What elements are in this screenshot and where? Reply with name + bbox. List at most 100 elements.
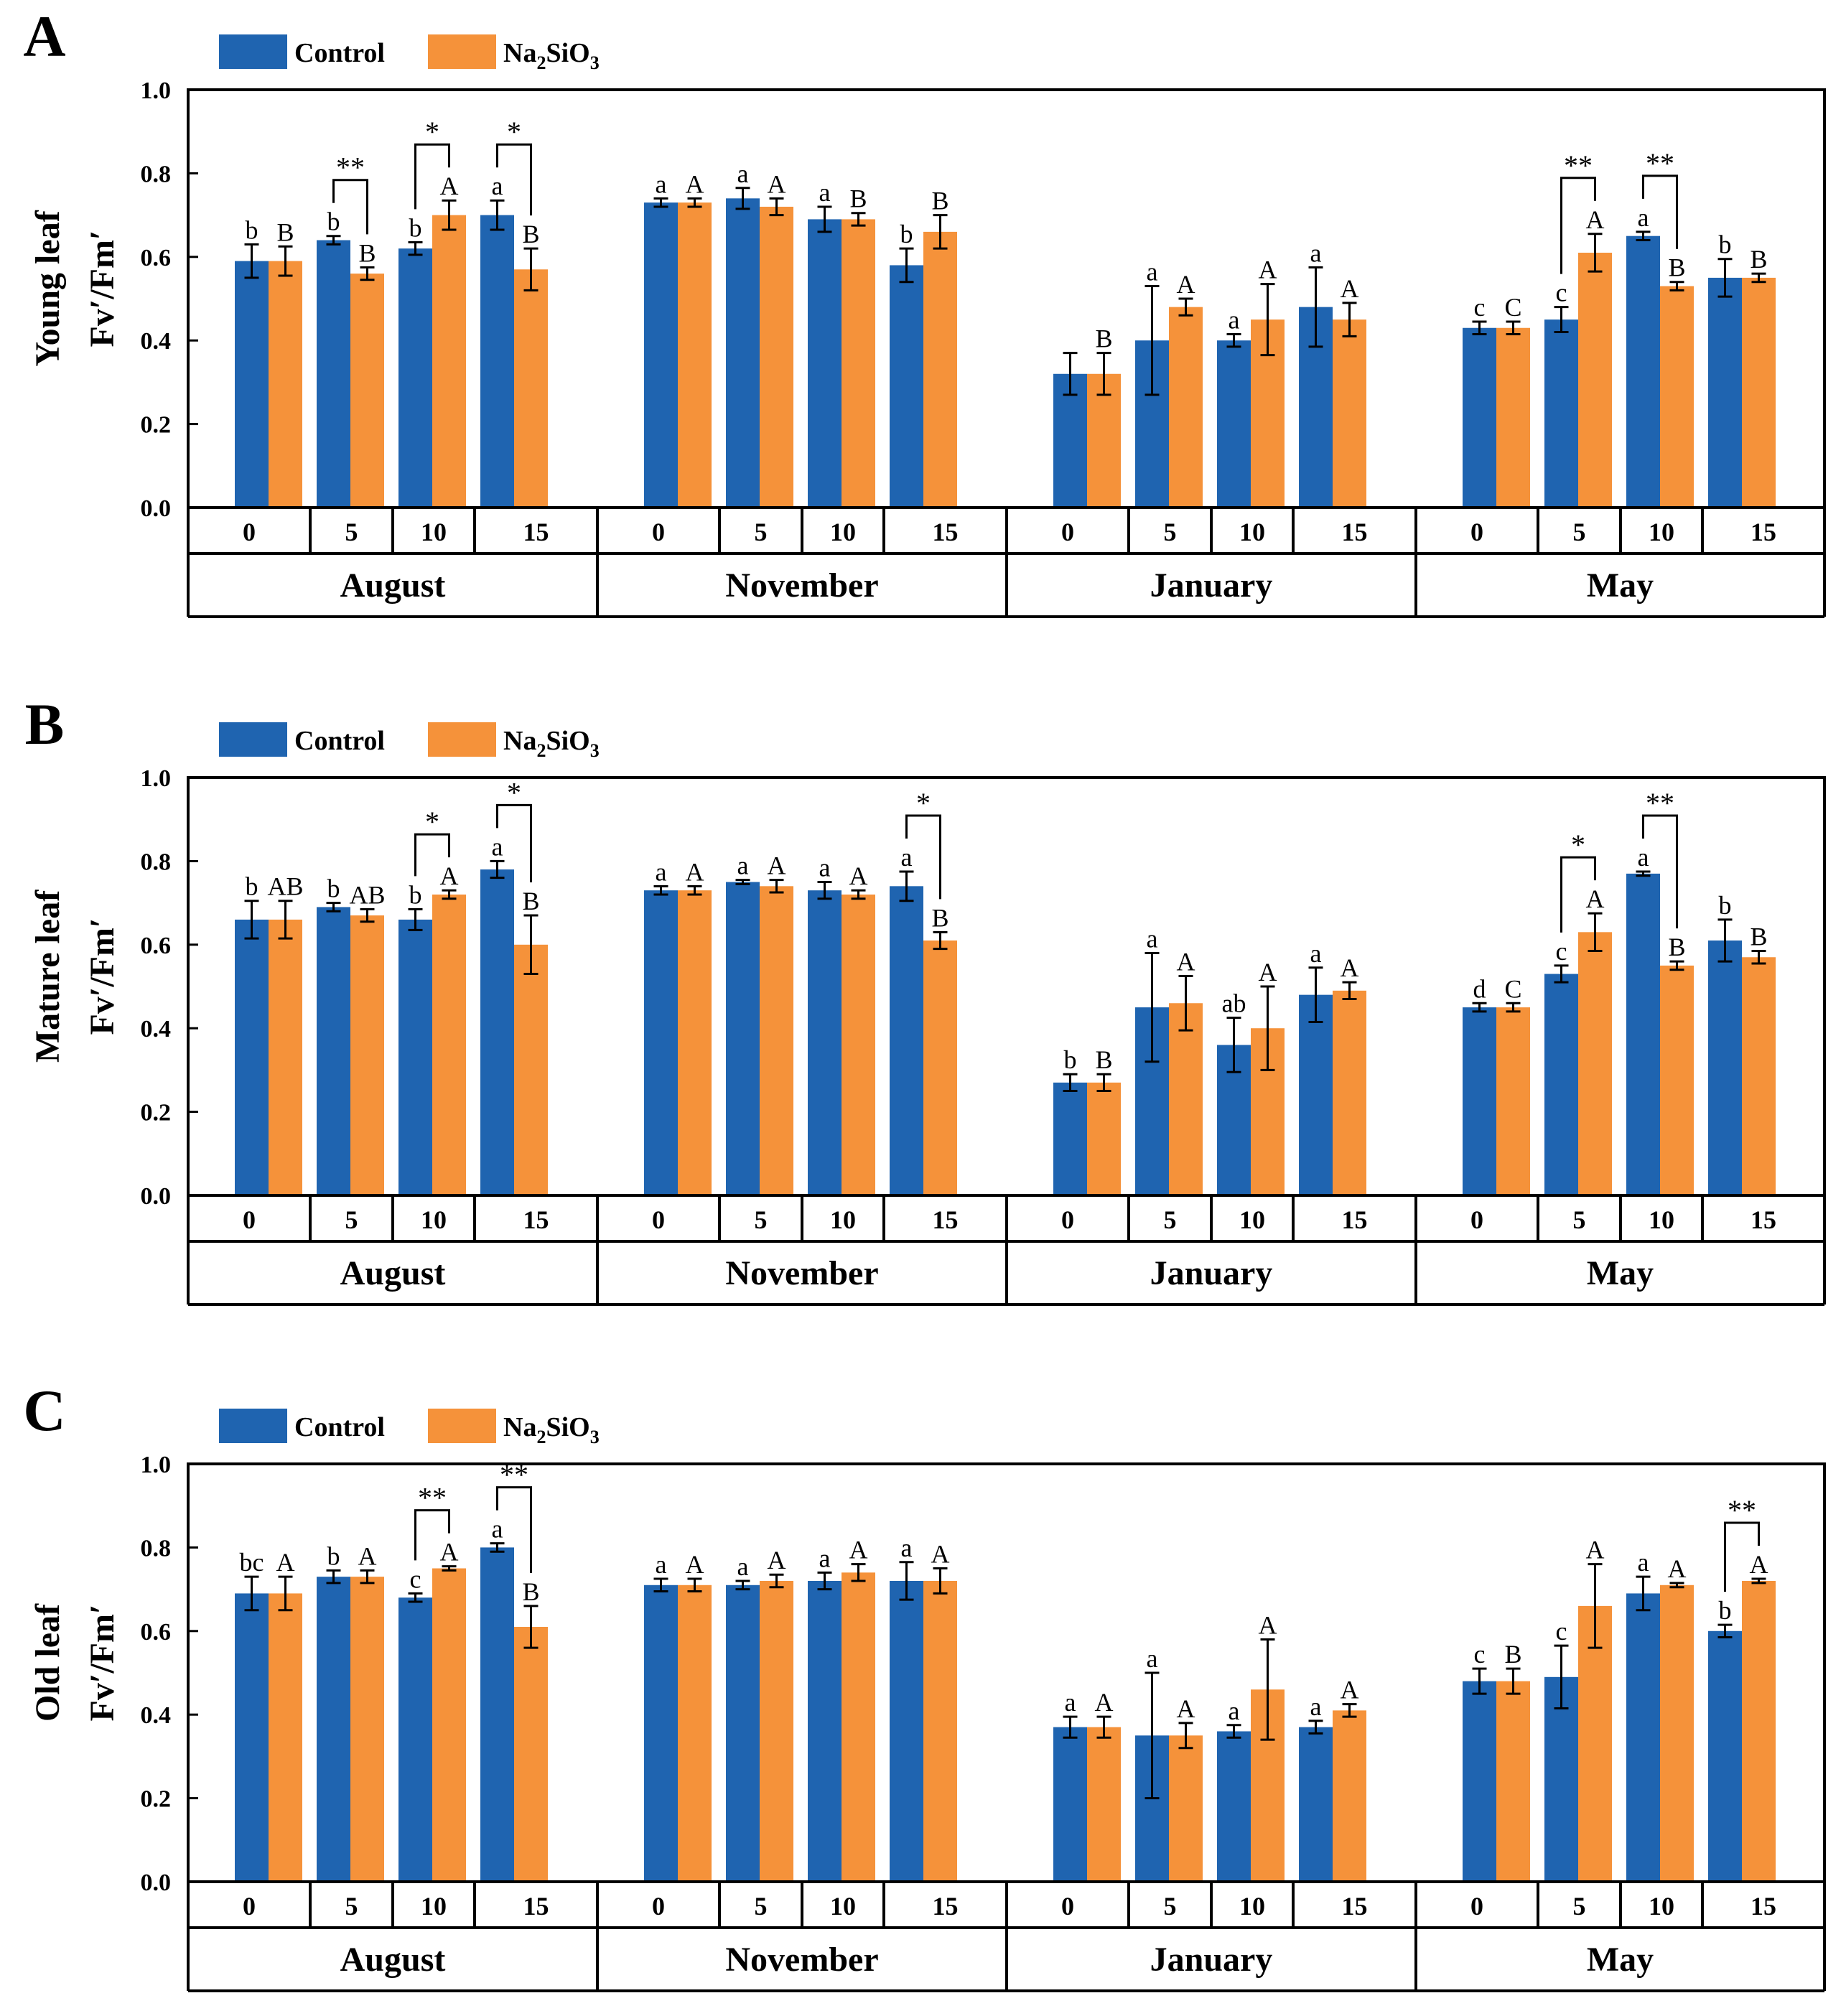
bar-treatment-may-5 bbox=[1578, 252, 1612, 508]
significance-letter: b bbox=[409, 880, 422, 909]
bar-control-august-10 bbox=[398, 919, 432, 1195]
bar-control-may-15 bbox=[1708, 277, 1742, 508]
bar-treatment-august-5 bbox=[350, 274, 384, 508]
bar-treatment-january-0 bbox=[1087, 373, 1121, 508]
bar-control-january-0 bbox=[1053, 373, 1087, 508]
significance-asterisk: * bbox=[507, 776, 521, 808]
legend-subscript: 2 bbox=[536, 740, 546, 761]
day-label: 5 bbox=[755, 518, 768, 546]
bar-control-may-0 bbox=[1463, 1681, 1496, 1882]
significance-letter: c bbox=[1556, 937, 1567, 966]
month-label: November bbox=[725, 566, 878, 605]
significance-asterisk: ** bbox=[1728, 1494, 1756, 1526]
significance-letter: A bbox=[1586, 1536, 1605, 1564]
bar-control-august-0 bbox=[235, 1593, 269, 1882]
bar-control-may-10 bbox=[1626, 1593, 1660, 1882]
y-tick-label: 0.2 bbox=[141, 412, 172, 439]
bar-treatment-august-0 bbox=[269, 919, 302, 1195]
bar-control-august-10 bbox=[398, 1597, 432, 1882]
legend-label-treatment: Na2SiO3 bbox=[503, 726, 600, 761]
legend-swatch-treatment bbox=[428, 1409, 496, 1443]
significance-letter: a bbox=[1638, 203, 1649, 232]
day-label: 15 bbox=[523, 518, 549, 546]
legend-text-part: Na bbox=[503, 38, 536, 68]
bar-control-august-10 bbox=[398, 248, 432, 508]
significance-letter: A bbox=[849, 1536, 868, 1564]
y-tick-label: 0.8 bbox=[141, 849, 172, 875]
significance-letter: A bbox=[686, 1550, 704, 1579]
month-label: November bbox=[725, 1941, 878, 1979]
significance-letter: A bbox=[440, 862, 459, 890]
y-tick-label: 0.2 bbox=[141, 1100, 172, 1126]
day-label: 15 bbox=[933, 1205, 959, 1234]
day-label: 10 bbox=[421, 1892, 447, 1921]
month-label: January bbox=[1150, 1941, 1273, 1979]
significance-letter: B bbox=[1095, 1045, 1112, 1074]
significance-letter: ab bbox=[1222, 989, 1246, 1018]
significance-letter: A bbox=[686, 169, 704, 198]
significance-letter: A bbox=[1177, 947, 1195, 976]
bar-treatment-january-15 bbox=[1333, 990, 1366, 1195]
bar-treatment-january-5 bbox=[1169, 1003, 1203, 1195]
bar-treatment-august-0 bbox=[269, 261, 302, 508]
day-label: 10 bbox=[1649, 518, 1674, 546]
legend-subscript: 2 bbox=[536, 1427, 546, 1447]
bar-control-january-0 bbox=[1053, 1727, 1087, 1882]
significance-letter: C bbox=[1504, 974, 1521, 1003]
day-label: 5 bbox=[1573, 1892, 1586, 1921]
bar-control-may-0 bbox=[1463, 1007, 1496, 1195]
bar-control-august-5 bbox=[317, 240, 350, 508]
significance-letter: A bbox=[849, 862, 868, 890]
day-label: 15 bbox=[933, 1892, 959, 1921]
significance-bracket bbox=[332, 179, 368, 235]
significance-letter: B bbox=[931, 903, 948, 932]
significance-asterisk: * bbox=[425, 806, 439, 838]
significance-letter: a bbox=[819, 854, 831, 882]
significance-letter: B bbox=[1668, 933, 1685, 961]
panel-b: B Control Na2SiO3 Mature leaf Fv′/Fm′ 0.0 0.2 0… bbox=[25, 691, 1826, 1306]
significance-letter: B bbox=[522, 1577, 539, 1606]
month-label: May bbox=[1587, 566, 1654, 605]
bar-control-january-0 bbox=[1053, 1082, 1087, 1195]
bar-control-may-15 bbox=[1708, 940, 1742, 1195]
significance-letter: A bbox=[686, 857, 704, 886]
bar-treatment-november-5 bbox=[760, 206, 793, 508]
significance-letter: A bbox=[1341, 274, 1359, 303]
significance-bracket bbox=[905, 814, 941, 900]
legend-subscript: 2 bbox=[536, 52, 546, 73]
bar-treatment-august-15 bbox=[514, 1626, 548, 1882]
bar-control-november-0 bbox=[644, 1585, 678, 1882]
legend-swatch-control bbox=[219, 1409, 287, 1443]
y-tick-label: 0.2 bbox=[141, 1786, 172, 1813]
significance-letter: B bbox=[522, 220, 539, 248]
month-label: August bbox=[340, 566, 446, 605]
significance-letter: a bbox=[819, 1544, 831, 1572]
significance-letter: c bbox=[1556, 1617, 1567, 1646]
significance-letter: A bbox=[440, 172, 459, 200]
bar-treatment-may-15 bbox=[1742, 1580, 1776, 1882]
significance-letter: B bbox=[276, 218, 294, 246]
bar-control-august-15 bbox=[480, 1547, 514, 1882]
month-label: January bbox=[1150, 566, 1273, 605]
bar-control-november-15 bbox=[890, 886, 923, 1195]
significance-asterisk: ** bbox=[336, 151, 365, 184]
significance-letter: c bbox=[410, 1564, 421, 1593]
y-tick-label: 0.6 bbox=[141, 1619, 172, 1646]
significance-bracket bbox=[414, 1509, 450, 1561]
legend-subscript: 3 bbox=[590, 52, 600, 73]
significance-asterisk: ** bbox=[1564, 149, 1593, 182]
day-label: 0 bbox=[652, 1892, 665, 1921]
bar-treatment-january-15 bbox=[1333, 1710, 1366, 1882]
day-label: 0 bbox=[243, 1892, 256, 1921]
bar-control-november-10 bbox=[808, 219, 842, 508]
bar-control-may-10 bbox=[1626, 873, 1660, 1195]
y-tick-label: 1.0 bbox=[141, 78, 172, 104]
bar-control-august-5 bbox=[317, 1577, 350, 1882]
bar-control-november-15 bbox=[890, 1580, 923, 1882]
significance-letter: A bbox=[1095, 1688, 1114, 1717]
panel-letter: A bbox=[23, 4, 65, 69]
legend-text-part: SiO bbox=[546, 726, 589, 756]
day-label: 0 bbox=[243, 1205, 256, 1234]
bar-treatment-november-0 bbox=[678, 1585, 712, 1882]
day-label: 5 bbox=[1164, 1205, 1177, 1234]
